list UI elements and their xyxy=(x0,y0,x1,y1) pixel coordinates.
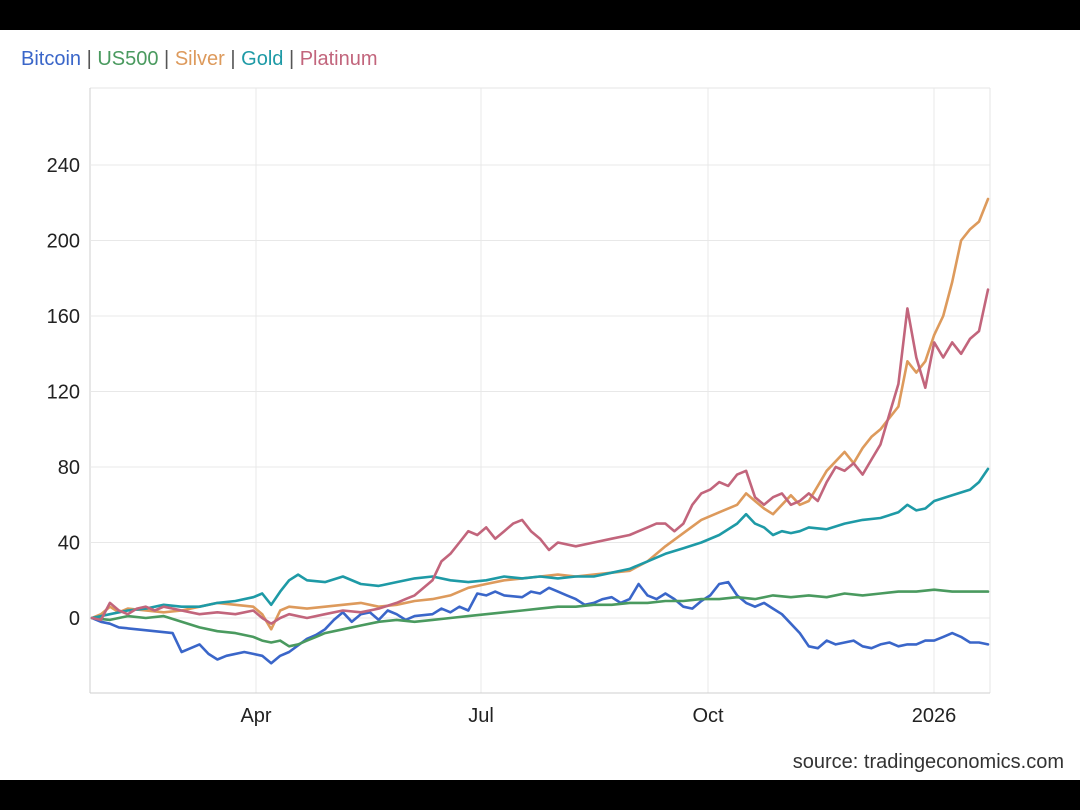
y-tick-label: 240 xyxy=(47,155,80,177)
y-tick-label: 40 xyxy=(58,533,80,555)
legend-item-bitcoin[interactable]: Bitcoin xyxy=(21,48,82,70)
legend-separator: | xyxy=(283,48,300,70)
legend-item-gold[interactable]: Gold xyxy=(241,48,284,70)
source-label: source: tradingeconomics.com xyxy=(792,751,1064,773)
y-tick-label: 160 xyxy=(47,306,80,328)
y-tick-label: 120 xyxy=(47,382,80,404)
series-line-silver xyxy=(90,197,990,631)
legend-separator: | xyxy=(81,48,98,70)
y-tick-label: 0 xyxy=(69,608,80,630)
legend-item-platinum[interactable]: Platinum xyxy=(299,48,378,70)
chart-legend: Bitcoin | US500 | Silver | Gold | Platin… xyxy=(21,48,378,71)
x-tick-label: Oct xyxy=(692,705,724,727)
series-line-gold xyxy=(90,467,990,620)
legend-separator: | xyxy=(224,48,242,70)
y-tick-label: 200 xyxy=(47,231,80,253)
legend-item-us500[interactable]: US500 xyxy=(97,48,159,70)
y-tick-label: 80 xyxy=(58,457,80,479)
legend-item-silver[interactable]: Silver xyxy=(174,48,225,70)
legend-separator: | xyxy=(158,48,175,70)
series-line-bitcoin xyxy=(90,580,990,665)
x-tick-label: Jul xyxy=(468,705,494,727)
x-tick-label: Apr xyxy=(240,705,271,727)
series-line-us500 xyxy=(90,588,990,648)
x-tick-label: 2026 xyxy=(912,705,957,727)
series-line-platinum xyxy=(90,288,990,625)
